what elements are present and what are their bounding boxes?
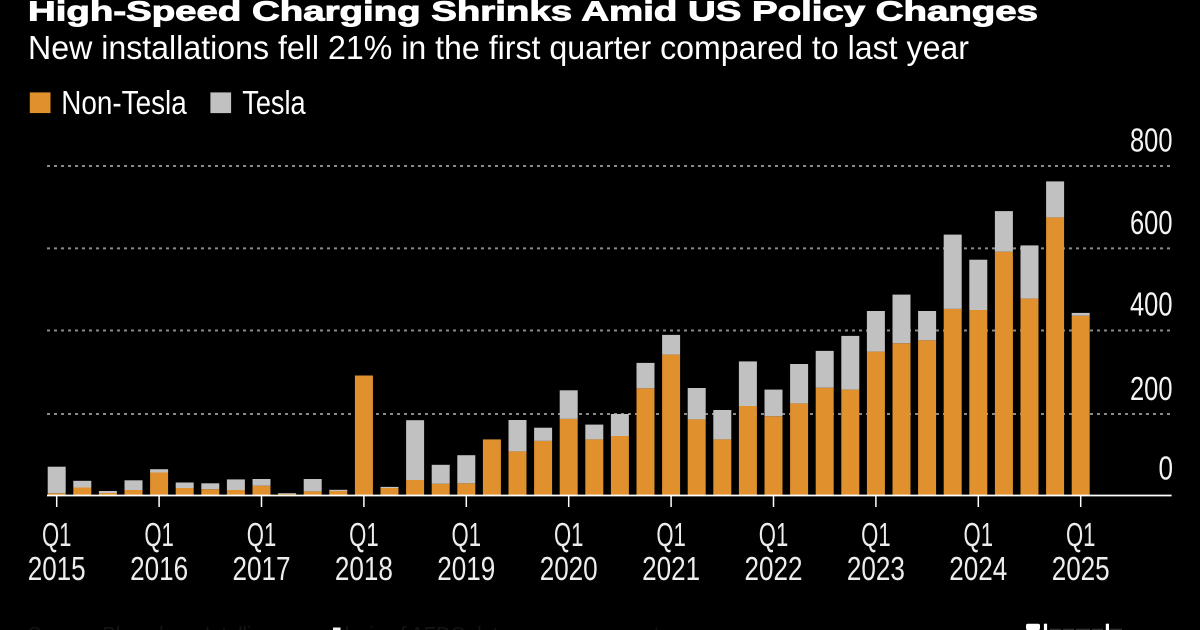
- svg-text:Q1: Q1: [452, 516, 482, 553]
- svg-text:New installations fell 21% in: New installations fell 21% in the first …: [28, 29, 969, 66]
- svg-text:Q1: Q1: [1066, 516, 1096, 553]
- svg-text:200: 200: [1130, 370, 1173, 407]
- svg-text:2018: 2018: [335, 550, 393, 587]
- svg-text:Q1: Q1: [656, 516, 686, 553]
- svg-text:Q1: Q1: [554, 516, 584, 553]
- svg-text:Source: Bloomberg Intelligence: Source: Bloomberg Intelligence analysis …: [28, 624, 669, 630]
- svg-text:2015: 2015: [28, 550, 86, 587]
- svg-text:Q1: Q1: [964, 516, 994, 553]
- svg-text:Q1: Q1: [349, 516, 379, 553]
- svg-text:2019: 2019: [437, 550, 495, 587]
- svg-text:High-Speed Charging Shrinks Am: High-Speed Charging Shrinks Amid US Poli…: [28, 0, 1038, 26]
- svg-text:Non-Tesla: Non-Tesla: [61, 84, 187, 121]
- svg-text:Q1: Q1: [144, 516, 174, 553]
- svg-text:Q1: Q1: [759, 516, 789, 553]
- svg-text:Q1: Q1: [42, 516, 72, 553]
- svg-text:2022: 2022: [745, 550, 803, 587]
- svg-text:400: 400: [1130, 286, 1173, 323]
- svg-text:2021: 2021: [642, 550, 700, 587]
- svg-text:2024: 2024: [949, 550, 1007, 587]
- svg-text:Q1: Q1: [861, 516, 891, 553]
- svg-text:Q1: Q1: [247, 516, 277, 553]
- svg-text:2017: 2017: [233, 550, 291, 587]
- svg-text:800: 800: [1130, 122, 1173, 159]
- svg-text:2020: 2020: [540, 550, 598, 587]
- svg-text:600: 600: [1130, 204, 1173, 241]
- svg-text:2016: 2016: [130, 550, 188, 587]
- svg-text:Tesla: Tesla: [242, 84, 306, 121]
- svg-text:0: 0: [1159, 449, 1174, 486]
- svg-text:2023: 2023: [847, 550, 905, 587]
- svg-text:2025: 2025: [1052, 550, 1110, 587]
